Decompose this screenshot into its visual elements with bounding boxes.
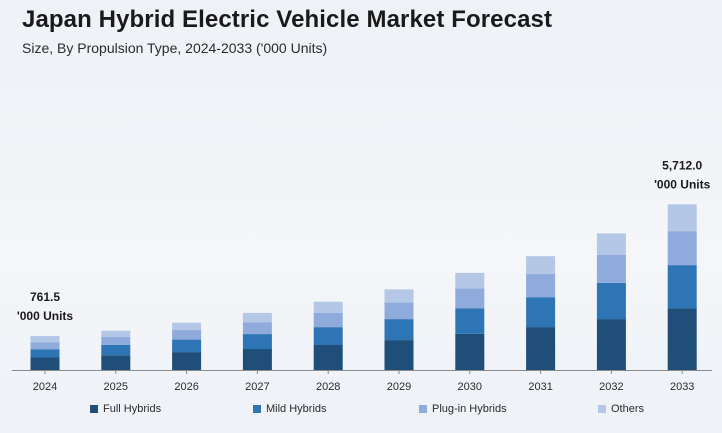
x-tick-label: 2032 xyxy=(599,381,623,393)
bar-2030-others xyxy=(455,272,485,289)
bar-2031-others xyxy=(526,256,556,275)
bar-2024-full-hybrids xyxy=(30,357,60,370)
bar-2029-full-hybrids xyxy=(384,340,414,370)
x-tick-label: 2025 xyxy=(104,381,128,393)
bar-2029-plug-in-hybrids xyxy=(384,302,414,320)
callout-2024-value: 761.5 xyxy=(30,290,60,304)
bar-2028-others xyxy=(313,301,343,313)
bar-2030-plug-in-hybrids xyxy=(455,288,485,309)
bar-2028-full-hybrids xyxy=(313,345,343,370)
bar-2032-mild-hybrids xyxy=(596,282,626,320)
bar-2033-mild-hybrids xyxy=(667,265,697,309)
bar-2028-plug-in-hybrids xyxy=(313,312,343,328)
bar-2028-mild-hybrids xyxy=(313,327,343,345)
legend-swatch xyxy=(598,405,606,413)
x-tick-label: 2029 xyxy=(387,381,411,393)
x-tick-label: 2024 xyxy=(33,381,57,393)
bar-2032-full-hybrids xyxy=(596,319,626,370)
bar-2032-others xyxy=(596,233,626,255)
x-tick-label: 2026 xyxy=(174,381,198,393)
callout-2024-unit: '000 Units xyxy=(17,309,74,323)
legend-label: Plug-in Hybrids xyxy=(432,403,507,415)
x-tick-label: 2030 xyxy=(458,381,482,393)
bar-2027-plug-in-hybrids xyxy=(242,322,272,334)
chart-legend: Full Hybrids Mild Hybrids Plug-in Hybrids O… xyxy=(0,403,722,423)
legend-swatch xyxy=(253,405,261,413)
bar-2025-others xyxy=(101,330,131,337)
legend-item-others: Others xyxy=(598,403,644,415)
chart-title: Japan Hybrid Electric Vehicle Market For… xyxy=(22,6,553,33)
bar-2031-plug-in-hybrids xyxy=(526,274,556,298)
legend-label: Others xyxy=(611,403,645,415)
bar-2026-mild-hybrids xyxy=(172,339,202,353)
callout-2033-unit: '000 Units xyxy=(654,177,711,191)
x-tick-label: 2033 xyxy=(670,381,694,393)
bar-2025-plug-in-hybrids xyxy=(101,336,131,345)
legend-swatch xyxy=(419,405,427,413)
legend-label: Full Hybrids xyxy=(103,403,162,415)
legend-label: Mild Hybrids xyxy=(266,403,327,415)
bar-2030-full-hybrids xyxy=(455,333,485,370)
bar-2024-mild-hybrids xyxy=(30,349,60,358)
bar-2024-others xyxy=(30,336,60,343)
bar-2031-mild-hybrids xyxy=(526,297,556,328)
bar-2030-mild-hybrids xyxy=(455,308,485,334)
bar-2031-full-hybrids xyxy=(526,327,556,370)
bar-2026-others xyxy=(172,322,202,331)
callout-2033-value: 5,712.0 xyxy=(662,158,702,172)
bar-2032-plug-in-hybrids xyxy=(596,254,626,283)
bar-2026-full-hybrids xyxy=(172,352,202,370)
bar-2027-others xyxy=(242,312,272,323)
bar-2033-plug-in-hybrids xyxy=(667,231,697,266)
chart-subtitle: Size, By Propulsion Type, 2024-2033 ('00… xyxy=(22,40,328,56)
bar-2026-plug-in-hybrids xyxy=(172,330,202,340)
bar-2029-mild-hybrids xyxy=(384,319,414,341)
bar-2029-others xyxy=(384,289,414,303)
legend-item-plug-in-hybrids: Plug-in Hybrids xyxy=(419,403,507,415)
x-tick-label: 2028 xyxy=(316,381,340,393)
bar-2025-mild-hybrids xyxy=(101,344,131,356)
legend-item-mild-hybrids: Mild Hybrids xyxy=(253,403,327,415)
legend-swatch xyxy=(90,405,98,413)
x-tick-label: 2027 xyxy=(245,381,269,393)
legend-item-full-hybrids: Full Hybrids xyxy=(90,403,161,415)
bar-2033-full-hybrids xyxy=(667,308,697,370)
bar-2027-mild-hybrids xyxy=(242,334,272,350)
bar-2024-plug-in-hybrids xyxy=(30,342,60,350)
bar-2033-others xyxy=(667,204,697,232)
bar-2027-full-hybrids xyxy=(242,349,272,370)
x-tick-label: 2031 xyxy=(528,381,552,393)
bar-2025-full-hybrids xyxy=(101,355,131,370)
